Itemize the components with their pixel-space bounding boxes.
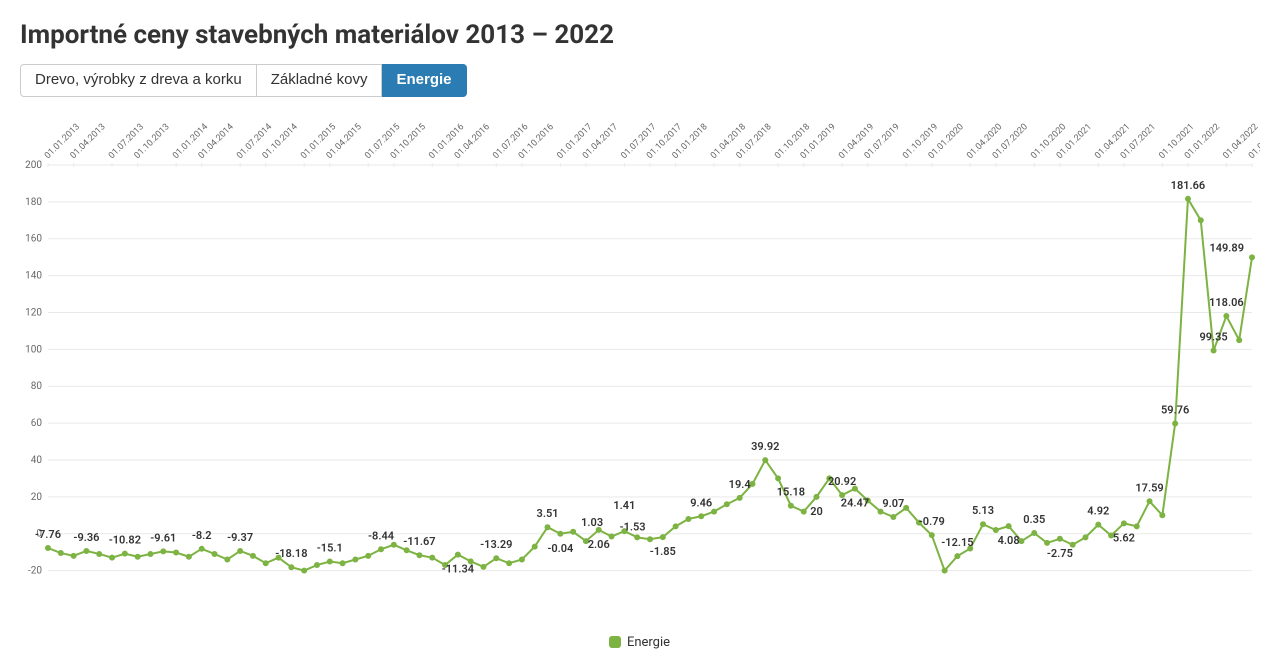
svg-text:4.08: 4.08 bbox=[998, 534, 1020, 547]
svg-text:99.35: 99.35 bbox=[1199, 330, 1227, 343]
svg-text:120: 120 bbox=[25, 307, 42, 318]
chart-legend: Energie bbox=[20, 635, 1259, 650]
svg-text:59.76: 59.76 bbox=[1161, 403, 1189, 416]
svg-text:-13.29: -13.29 bbox=[480, 538, 512, 551]
svg-text:181.66: 181.66 bbox=[1171, 178, 1206, 191]
svg-text:100: 100 bbox=[25, 344, 42, 355]
svg-text:-9.61: -9.61 bbox=[150, 531, 176, 544]
chart-title: Importné ceny stavebných materiálov 2013… bbox=[20, 20, 1259, 50]
svg-text:-8.44: -8.44 bbox=[368, 529, 394, 542]
svg-text:-11.34: -11.34 bbox=[442, 562, 474, 575]
svg-text:160: 160 bbox=[25, 233, 42, 244]
svg-text:5.13: 5.13 bbox=[972, 504, 994, 517]
svg-text:9.46: 9.46 bbox=[690, 496, 712, 509]
svg-text:-1.85: -1.85 bbox=[650, 545, 676, 558]
svg-text:149.89: 149.89 bbox=[1209, 241, 1244, 254]
svg-text:-8.2: -8.2 bbox=[192, 528, 212, 541]
tab-energy[interactable]: Energie bbox=[382, 64, 466, 97]
legend-swatch bbox=[609, 636, 621, 648]
tab-metals[interactable]: Základné kovy bbox=[257, 64, 383, 97]
svg-text:200: 200 bbox=[25, 160, 42, 171]
category-tabs: Drevo, výrobky z dreva a korku Základné … bbox=[20, 64, 1259, 97]
svg-text:118.06: 118.06 bbox=[1209, 296, 1244, 309]
svg-text:19.4: 19.4 bbox=[729, 477, 751, 490]
svg-text:5.62: 5.62 bbox=[1113, 531, 1135, 544]
svg-text:20: 20 bbox=[31, 491, 43, 502]
svg-text:15.18: 15.18 bbox=[777, 485, 805, 498]
tab-wood[interactable]: Drevo, výrobky z dreva a korku bbox=[20, 64, 257, 97]
svg-text:-18.18: -18.18 bbox=[275, 547, 307, 560]
svg-text:-11.67: -11.67 bbox=[403, 535, 435, 548]
svg-text:3.51: 3.51 bbox=[537, 507, 559, 520]
svg-text:17.59: 17.59 bbox=[1135, 481, 1163, 494]
svg-text:39.92: 39.92 bbox=[751, 440, 779, 453]
svg-text:180: 180 bbox=[25, 196, 42, 207]
svg-text:-1.53: -1.53 bbox=[620, 520, 646, 533]
svg-text:-9.37: -9.37 bbox=[227, 530, 253, 543]
svg-text:20.92: 20.92 bbox=[828, 475, 856, 488]
svg-text:24.47: 24.47 bbox=[841, 496, 869, 509]
svg-text:-7.76: -7.76 bbox=[35, 528, 61, 541]
svg-text:-0.04: -0.04 bbox=[547, 541, 573, 554]
svg-text:60: 60 bbox=[31, 418, 43, 429]
svg-text:40: 40 bbox=[31, 454, 43, 465]
svg-text:140: 140 bbox=[25, 270, 42, 281]
svg-text:0.35: 0.35 bbox=[1023, 513, 1045, 526]
svg-text:-12.15: -12.15 bbox=[941, 536, 973, 549]
svg-text:-20: -20 bbox=[28, 565, 42, 576]
svg-text:1.41: 1.41 bbox=[613, 499, 635, 512]
line-chart: -2002040608010012014016018020001.01.2013… bbox=[20, 103, 1260, 633]
svg-text:80: 80 bbox=[31, 381, 43, 392]
svg-text:-0.79: -0.79 bbox=[919, 515, 945, 528]
svg-text:9.07: 9.07 bbox=[882, 496, 904, 509]
svg-text:4.92: 4.92 bbox=[1087, 504, 1109, 517]
svg-text:2.06: 2.06 bbox=[588, 537, 610, 550]
svg-text:20: 20 bbox=[810, 504, 823, 517]
svg-text:1.03: 1.03 bbox=[581, 515, 603, 528]
svg-text:-10.82: -10.82 bbox=[109, 533, 141, 546]
legend-label: Energie bbox=[627, 635, 670, 650]
svg-text:-15.1: -15.1 bbox=[317, 541, 343, 554]
svg-text:-2.75: -2.75 bbox=[1047, 546, 1073, 559]
svg-text:-9.36: -9.36 bbox=[73, 530, 99, 543]
